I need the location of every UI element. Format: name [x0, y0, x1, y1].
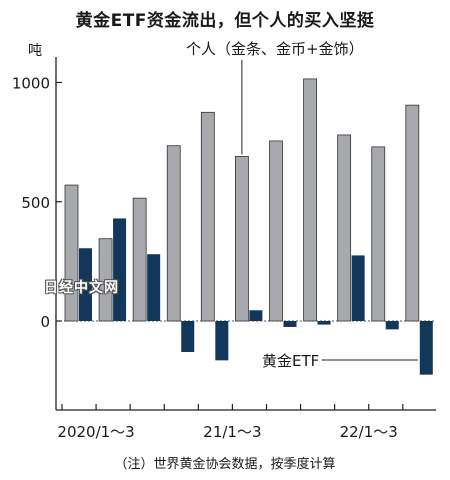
- bar-etf-2020Q2: [113, 218, 127, 321]
- watermark: 日经中文网: [44, 280, 119, 296]
- x-tick-label-8: 22/1～3: [340, 423, 398, 441]
- annotation-etf: 黄金ETF: [262, 352, 319, 370]
- bar-etf-2022Q1: [351, 255, 365, 321]
- bar-individual-2021Q1: [200, 111, 215, 322]
- bar-individual-2020Q2: [98, 238, 113, 322]
- y-tick-label-0: 0: [40, 313, 50, 331]
- bar-etf-2021Q1: [215, 321, 229, 361]
- y-tick-label-500: 500: [21, 194, 50, 212]
- bar-individual-2022Q1: [337, 134, 352, 322]
- annotation-individual: 个人（金条、金币+金饰）: [186, 40, 364, 58]
- chart-title: 黄金ETF资金流出，但个人的买入坚挺: [75, 11, 375, 31]
- bar-etf-2021Q4: [317, 321, 331, 325]
- bar-individual-2022Q2: [371, 146, 386, 322]
- bar-etf-2022Q2: [385, 321, 399, 330]
- bar-etf-2021Q2: [249, 310, 263, 321]
- bar-etf-2020Q3: [147, 254, 161, 321]
- bar-individual-2020Q3: [132, 197, 147, 322]
- bar-individual-2020Q1: [64, 184, 79, 322]
- bar-etf-2020Q4: [181, 321, 195, 353]
- bar-individual-2020Q4: [166, 145, 181, 322]
- bar-individual-2021Q4: [303, 78, 317, 322]
- footnote: （注）世界黄金协会数据，按季度计算: [114, 457, 336, 472]
- y-tick-label-1000: 1000: [12, 75, 50, 93]
- bar-etf-2020Q1: [79, 248, 92, 321]
- bar-individual-2022Q3: [405, 104, 420, 322]
- y-axis-unit: 吨: [28, 43, 42, 59]
- x-tick-label-4: 21/1～3: [203, 423, 261, 441]
- x-tick-label-0: 2020/1～3: [57, 423, 134, 441]
- bar-individual-2021Q3: [269, 140, 283, 322]
- bar-individual-2021Q2: [235, 156, 249, 322]
- bar-etf-2021Q3: [283, 321, 297, 327]
- bar-etf-2022Q3: [419, 321, 433, 375]
